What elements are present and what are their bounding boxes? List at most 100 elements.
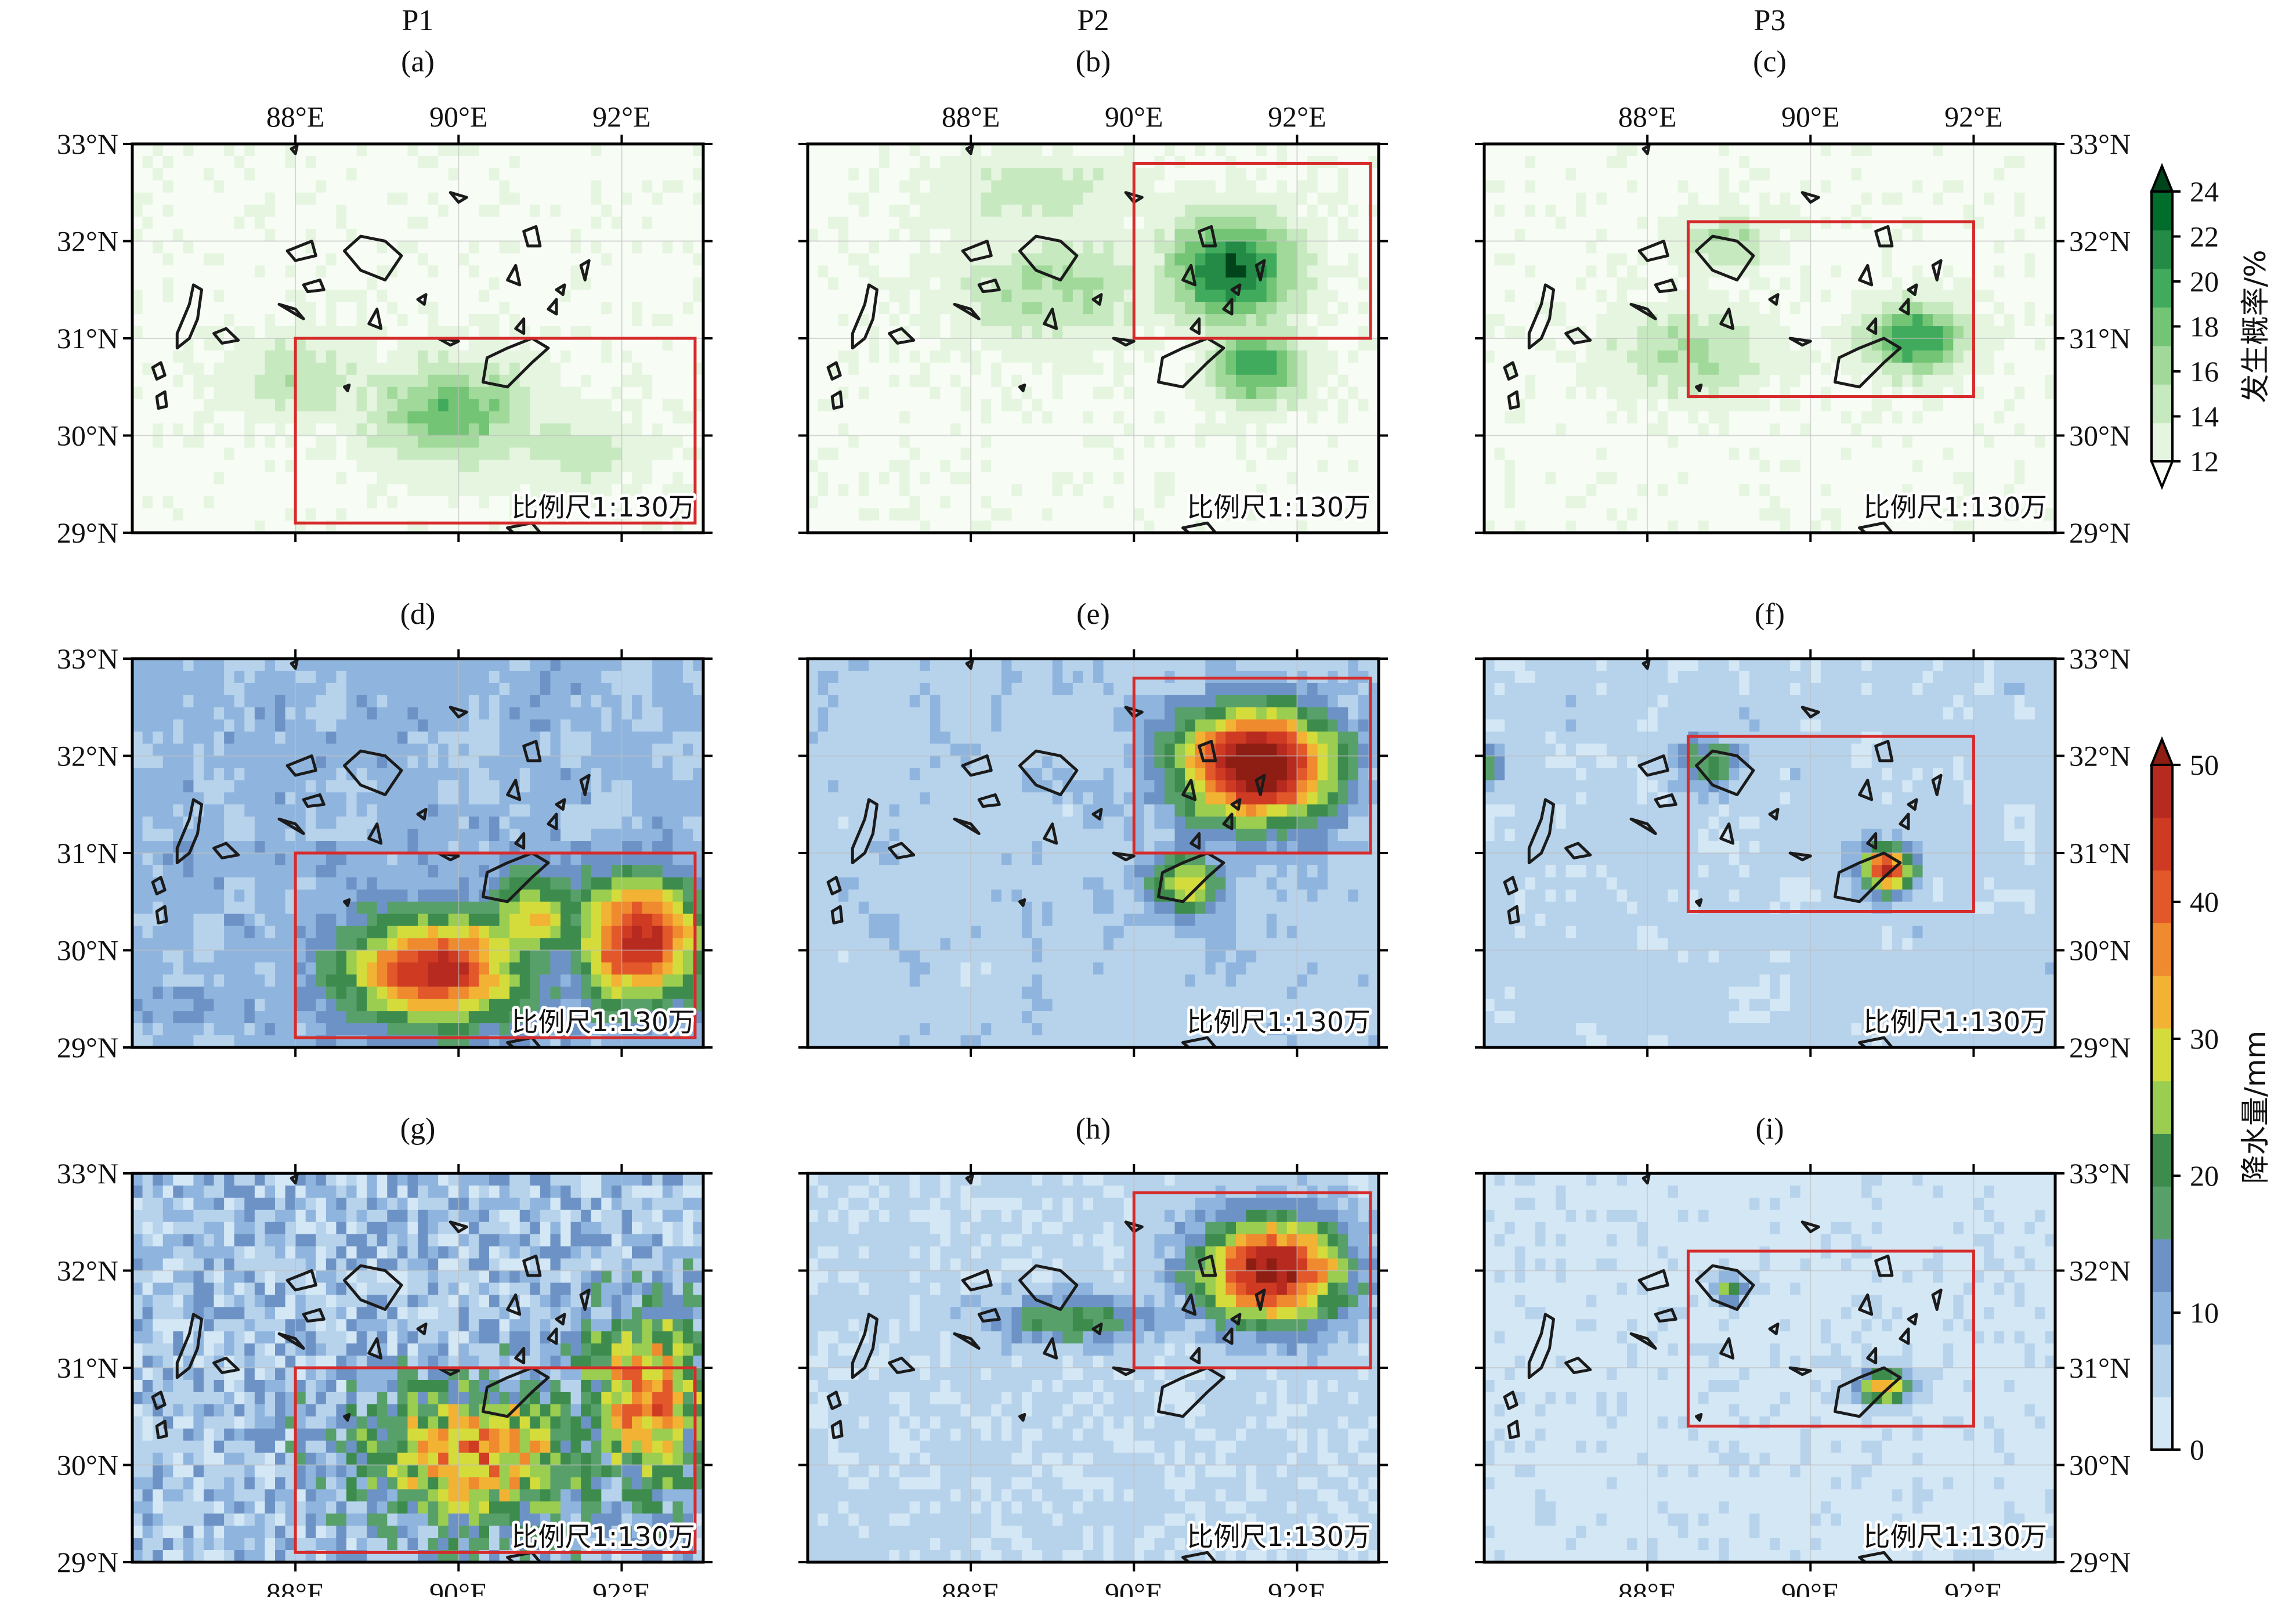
heatmap-cell	[1565, 229, 1577, 242]
heatmap-cell	[305, 350, 316, 363]
heatmap-cell	[367, 435, 378, 449]
heatmap-cell	[1297, 192, 1308, 205]
heatmap-cell	[1266, 326, 1277, 339]
heatmap-cell	[1225, 362, 1236, 375]
heatmap-cell	[132, 229, 143, 242]
heatmap-cell	[581, 180, 592, 193]
heatmap-cell	[530, 423, 541, 436]
heatmap-cell	[254, 144, 266, 157]
heatmap-cell	[940, 216, 951, 230]
heatmap-cell	[1759, 411, 1770, 424]
heatmap-cell	[858, 265, 870, 278]
heatmap-cell	[981, 229, 992, 242]
heatmap-cell	[1820, 338, 1832, 351]
heatmap-cell	[662, 241, 673, 254]
heatmap-cell	[142, 277, 153, 290]
heatmap-cell	[2014, 168, 2025, 181]
heatmap-cell	[1134, 290, 1145, 302]
heatmap-cell	[1072, 386, 1084, 400]
heatmap-cell	[1297, 314, 1308, 327]
heatmap-cell	[1698, 204, 1709, 218]
heatmap-cell	[499, 374, 510, 388]
heatmap-cell	[1297, 229, 1308, 242]
heatmap-cell	[1307, 472, 1318, 485]
heatmap-cell	[1484, 326, 1495, 339]
heatmap-cell	[1514, 362, 1525, 375]
heatmap-cell	[153, 241, 164, 254]
heatmap-cell	[611, 229, 623, 242]
heatmap-cell	[1072, 180, 1084, 193]
heatmap-cell	[162, 460, 173, 472]
heatmap-cell	[930, 277, 941, 290]
heatmap-cell	[530, 277, 541, 290]
heatmap-cell	[244, 168, 255, 181]
heatmap-cell	[1484, 241, 1495, 254]
heatmap-cell	[305, 265, 316, 278]
lake-outline	[212, 327, 240, 345]
heatmap-cell	[1103, 314, 1114, 327]
heatmap-cell	[193, 362, 204, 375]
heatmap-cell	[1973, 229, 1984, 242]
heatmap-cell	[869, 447, 880, 460]
heatmap-cell	[899, 241, 910, 254]
heatmap-cell	[173, 508, 184, 521]
heatmap-cell	[2045, 386, 2055, 400]
heatmap-cell	[1627, 144, 1638, 157]
heatmap-cell	[1337, 423, 1348, 436]
heatmap-cell	[1820, 156, 1832, 169]
heatmap-cell	[244, 192, 255, 205]
heatmap-cell	[632, 216, 643, 230]
heatmap-cell	[1317, 229, 1328, 242]
heatmap-cell	[244, 156, 255, 169]
heatmap-cell	[2034, 241, 2046, 254]
heatmap-cell	[591, 277, 602, 290]
heatmap-cell	[1103, 374, 1114, 388]
heatmap-cell	[132, 302, 143, 315]
heatmap-cell	[1123, 411, 1134, 424]
heatmap-cell	[672, 435, 684, 449]
heatmap-cell	[173, 156, 184, 169]
heatmap-cell	[581, 472, 592, 485]
heatmap-cell	[1297, 496, 1308, 509]
heatmap-cell	[1317, 521, 1328, 533]
heatmap-cell	[1072, 302, 1084, 315]
heatmap-cell	[244, 399, 255, 412]
heatmap-cell	[397, 386, 408, 400]
heatmap-cell	[601, 423, 612, 436]
heatmap-cell	[234, 521, 245, 533]
heatmap-cell	[1514, 302, 1525, 315]
heatmap-cell	[1882, 302, 1893, 315]
heatmap-cell	[1215, 180, 1227, 193]
heatmap-cell	[458, 326, 469, 339]
heatmap-cell	[1246, 277, 1257, 290]
heatmap-cell	[2024, 229, 2035, 242]
heatmap-cell	[224, 447, 235, 460]
heatmap-cell	[1205, 277, 1216, 290]
heatmap-cell	[1093, 326, 1104, 339]
heatmap-cell	[295, 447, 306, 460]
heatmap-cell	[1535, 265, 1546, 278]
heatmap-cell	[1052, 338, 1063, 351]
heatmap-cell	[1790, 241, 1801, 254]
heatmap-cell	[858, 472, 870, 485]
heatmap-cell	[1800, 290, 1811, 302]
heatmap-cell	[1154, 447, 1165, 460]
heatmap-cell	[448, 411, 459, 424]
heatmap-cell	[1810, 338, 1821, 351]
heatmap-cell	[234, 265, 245, 278]
heatmap-cell	[1677, 386, 1689, 400]
heatmap-cell	[1576, 314, 1587, 327]
heatmap-cell	[1072, 484, 1084, 497]
heatmap-cell	[2014, 204, 2025, 218]
heatmap-cell	[693, 290, 703, 302]
heatmap-cell	[1780, 350, 1791, 363]
heatmap-cell	[1505, 411, 1516, 424]
heatmap-cell	[1688, 192, 1699, 205]
heatmap-cell	[377, 496, 388, 509]
heatmap-cell	[950, 229, 961, 242]
heatmap-cell	[1565, 253, 1577, 266]
heatmap-cell	[346, 484, 357, 497]
heatmap-cell	[1851, 265, 1862, 278]
heatmap-cell	[499, 229, 510, 242]
